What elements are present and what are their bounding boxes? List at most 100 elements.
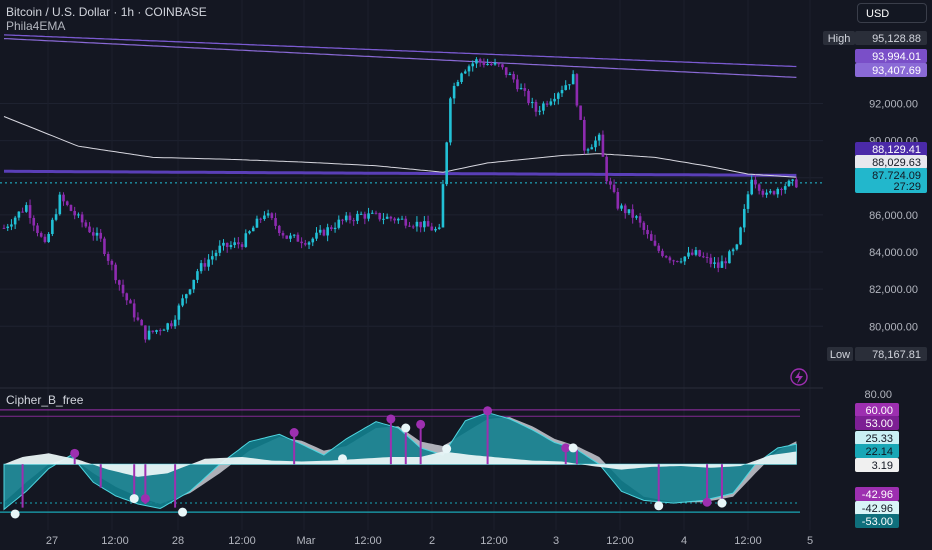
candle-body	[787, 180, 791, 187]
candle	[367, 207, 370, 222]
osc-tag-n4296a: -42.96	[862, 489, 893, 501]
candle	[787, 179, 791, 187]
candle-body	[140, 319, 143, 326]
candle	[471, 60, 475, 72]
osc-tag-n4296b-bg	[855, 501, 899, 515]
osc-tick-label: 80.00	[864, 389, 892, 401]
candle-body	[378, 212, 382, 220]
candle-body	[151, 330, 155, 332]
cipher-oscillator	[0, 406, 800, 519]
candle-body	[430, 226, 434, 231]
candle-body	[307, 242, 311, 245]
signal-dot-white	[178, 507, 188, 517]
candle	[716, 257, 720, 273]
candle-body	[776, 188, 780, 195]
candle-body	[716, 262, 720, 268]
candle	[709, 253, 713, 268]
low-value-bg	[855, 347, 927, 361]
candle-body	[382, 218, 385, 220]
candle-body	[58, 194, 62, 215]
candle	[196, 268, 199, 284]
candle	[285, 235, 289, 240]
candle-body	[177, 305, 181, 320]
candle-body	[545, 103, 549, 105]
candle-body	[359, 213, 363, 215]
candle	[705, 252, 709, 263]
signal-dot-purple	[70, 448, 80, 458]
candle	[389, 215, 393, 222]
candle	[296, 232, 300, 242]
candle	[612, 179, 616, 194]
candle	[17, 211, 21, 221]
candle	[698, 249, 701, 257]
candle	[370, 210, 374, 214]
candle	[73, 206, 76, 220]
candle-body	[47, 233, 50, 242]
candle	[679, 257, 683, 264]
time-axis-bg	[0, 530, 932, 550]
candle	[65, 200, 69, 207]
candle-body	[289, 235, 292, 239]
candle	[129, 298, 132, 304]
candle-body	[795, 179, 798, 188]
candle	[664, 255, 668, 259]
candle-body	[452, 85, 456, 99]
candle	[780, 187, 783, 196]
candle	[341, 218, 344, 225]
candle-body	[463, 71, 467, 74]
signal-dot-white	[401, 423, 411, 433]
candle-body	[482, 62, 486, 65]
ema-line-upper	[3, 34, 797, 68]
candle-body	[668, 257, 672, 261]
main-grid	[0, 103, 823, 389]
lightning-icon[interactable]	[790, 368, 808, 386]
candle	[322, 228, 326, 237]
candle-body	[225, 242, 229, 248]
candle	[423, 216, 426, 232]
candle-body	[754, 179, 757, 185]
candle-body	[486, 63, 489, 65]
indicator-label-phila4ema[interactable]: Phila4EMA	[6, 19, 66, 33]
candle	[397, 217, 400, 224]
candle-body	[508, 74, 512, 76]
price-tick-label: 82,000.00	[869, 284, 918, 296]
candle	[437, 223, 441, 230]
candle-body	[173, 319, 177, 327]
money-flow-area	[4, 451, 797, 477]
candle-body	[702, 256, 705, 258]
candle	[203, 257, 207, 271]
osc-tag-n4296b: -42.96	[862, 503, 893, 515]
osc-tag-2214: 22.14	[865, 446, 893, 458]
candle-body	[646, 229, 649, 235]
candle	[449, 96, 452, 146]
candle	[166, 322, 169, 333]
candle-body	[516, 79, 519, 90]
candle-body	[642, 222, 646, 230]
candle	[534, 99, 538, 117]
high-tag-bg	[823, 31, 855, 45]
chart-title: Bitcoin / U.S. Dollar · 1h · COINBASE	[6, 5, 207, 19]
signal-dot-white	[717, 498, 727, 508]
candle-body	[612, 184, 616, 193]
candle-body	[713, 262, 716, 264]
candle-body	[731, 249, 735, 252]
candle-body	[315, 232, 318, 239]
candle-body	[344, 215, 348, 221]
candle-body	[724, 261, 727, 264]
candle-body	[527, 90, 530, 103]
currency-button[interactable]: USD	[857, 3, 927, 23]
candle-body	[590, 147, 594, 150]
candle-body	[51, 219, 54, 234]
indicator-label-cipher[interactable]: Cipher_B_free	[6, 393, 84, 407]
time-tick-label: 12:00	[101, 535, 129, 547]
candle	[512, 71, 515, 83]
candle-body	[728, 251, 731, 264]
candle	[795, 176, 798, 189]
candle	[702, 252, 705, 259]
candle-body	[683, 256, 687, 262]
candle	[635, 214, 638, 220]
candle	[62, 192, 65, 206]
ema-tag-4: 88,029.63	[872, 157, 921, 169]
time-tick-label: 12:00	[734, 535, 762, 547]
